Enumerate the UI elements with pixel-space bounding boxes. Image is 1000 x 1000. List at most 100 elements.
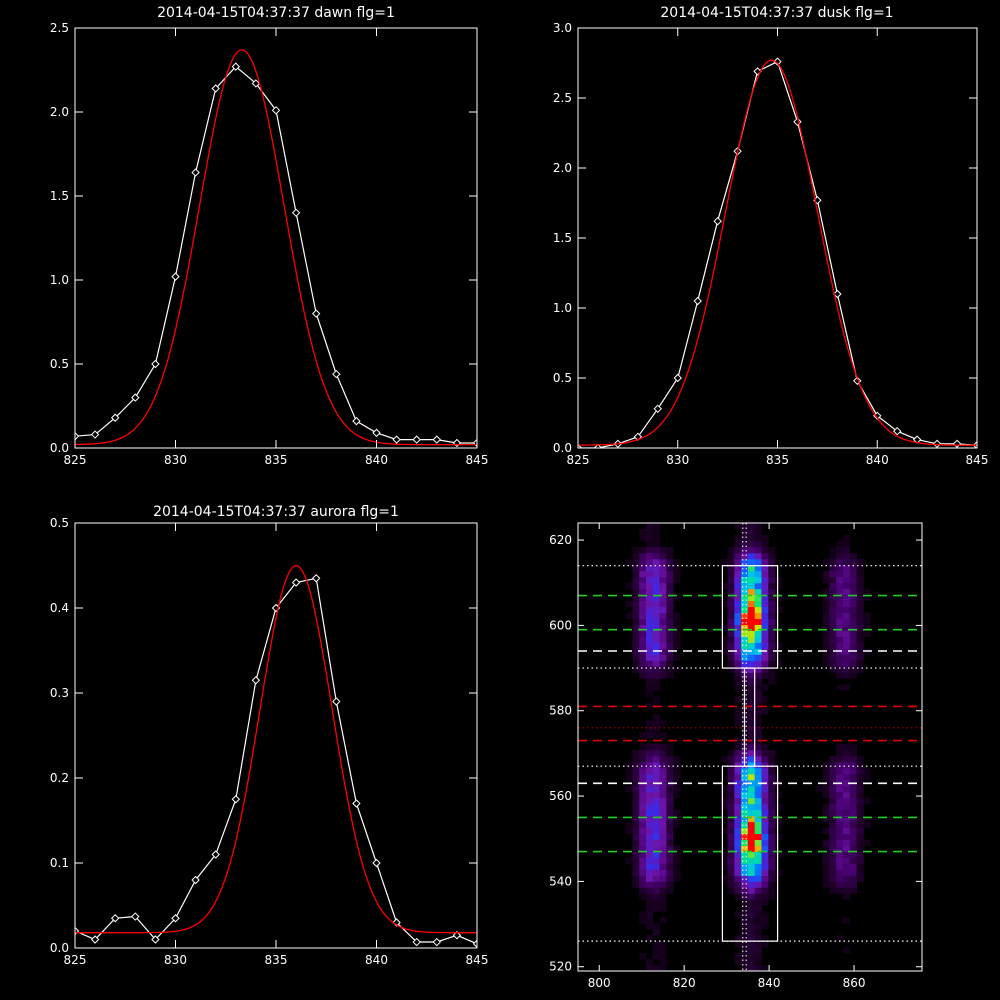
detector-pixel (856, 779, 864, 787)
detector-pixel (856, 773, 864, 781)
detector-pixel (754, 953, 762, 960)
detector-pixel (727, 564, 735, 572)
aurora-data-point (211, 850, 220, 859)
detector-pixel (849, 606, 857, 613)
detector-pixel (836, 654, 844, 661)
detector-pixel (666, 624, 674, 631)
detector-pixel (673, 612, 681, 619)
detector-pixel (659, 750, 667, 757)
detector-pixel (741, 582, 749, 590)
detector-pixel (836, 558, 844, 566)
detector-pixel (836, 761, 844, 769)
detector-pixel (754, 523, 762, 530)
detector-pixel (652, 612, 660, 619)
detector-pixel (727, 576, 735, 584)
detector-pixel (646, 905, 654, 912)
detector-pixel (856, 660, 864, 667)
detector-pixel (843, 606, 851, 613)
dusk-x-tick-label: 840 (866, 453, 889, 467)
detector-pixel (747, 678, 756, 685)
detector-pixel (761, 911, 769, 918)
detector-pixel (639, 773, 647, 781)
detector-pixel (768, 821, 776, 829)
detector-pixel (659, 863, 667, 870)
detector-pixel (836, 582, 844, 590)
detector-pixel (646, 750, 654, 757)
detector-pixel (843, 744, 851, 751)
detector-pixel (761, 594, 769, 602)
detector-pixel (761, 761, 769, 769)
detector-pixel (632, 845, 640, 852)
detector-pixel (666, 797, 674, 805)
detector-pixel (856, 564, 864, 572)
detector-pixel (741, 851, 749, 858)
detector-pixel (747, 606, 756, 613)
detector-pixel (632, 839, 640, 846)
detector-pixel (734, 564, 742, 572)
detector-pixel (673, 767, 681, 775)
detector-pixel (747, 654, 756, 661)
detector-pixel (829, 642, 837, 649)
detector-pixel (727, 863, 735, 870)
detector-pixel (754, 899, 762, 906)
detector-pixel (836, 797, 844, 805)
detector-pixel (659, 570, 667, 578)
detector-pixel (720, 875, 728, 882)
detector-pixel (754, 564, 762, 572)
detector-pixel (639, 893, 647, 900)
detector-pixel (761, 827, 769, 834)
detector-pixel (666, 612, 674, 619)
dawn-x-tick-label: 845 (466, 453, 489, 467)
detector-pixel (652, 588, 660, 596)
detector-pixel (673, 618, 681, 625)
dusk-x-tick-label: 845 (966, 453, 989, 467)
detector-pixel (768, 612, 776, 619)
detector-pixel (734, 863, 742, 870)
detector-pixel (673, 756, 681, 763)
detector-pixel (741, 642, 749, 649)
detector-pixel (741, 965, 749, 971)
dawn-data-point (75, 432, 80, 441)
detector-pixel (761, 570, 769, 578)
detector-pixel (659, 618, 667, 625)
detector-pixel (734, 809, 742, 817)
detector-pixel (836, 791, 844, 799)
detector-pixel (843, 821, 851, 829)
detector-pixel (754, 594, 762, 602)
detector-pixel (639, 606, 647, 613)
detector-pixel (652, 594, 660, 602)
detector-pixel (849, 827, 857, 834)
detector-pixel (747, 761, 756, 769)
detector-pixel (754, 606, 762, 613)
detector-pixel (734, 959, 742, 966)
detector-pixel (727, 803, 735, 811)
detector-pixel (734, 935, 742, 942)
detector-pixel (856, 642, 864, 649)
detector-pixel (734, 570, 742, 578)
aurora-y-tick-label: 0.0 (50, 941, 69, 955)
aurora-plot-frame (74, 522, 478, 949)
detector-pixel (754, 750, 762, 757)
detector-pixel (761, 540, 769, 548)
detector-pixel (863, 797, 871, 805)
detector-pixel (646, 785, 654, 793)
detector-pixel (632, 833, 640, 840)
detector-pixel (639, 534, 647, 542)
detector-pixel (761, 672, 769, 679)
detector-pixel (666, 570, 674, 578)
detector-pixel (646, 875, 654, 882)
detector-pixel (666, 803, 674, 811)
detector-pixel (639, 839, 647, 846)
detector-pixel (768, 618, 776, 625)
detector-pixel (849, 552, 857, 560)
detector-pixel (734, 887, 742, 894)
detector-pixel (829, 833, 837, 840)
detector-pixel (754, 600, 762, 608)
dawn-data-point (151, 359, 160, 369)
detector-pixel (741, 660, 749, 667)
detector-pixel (843, 558, 851, 566)
detector-pixel (652, 767, 660, 775)
detector-pixel (741, 594, 749, 602)
detector-pixel (652, 654, 660, 661)
detector-pixel (754, 773, 762, 781)
